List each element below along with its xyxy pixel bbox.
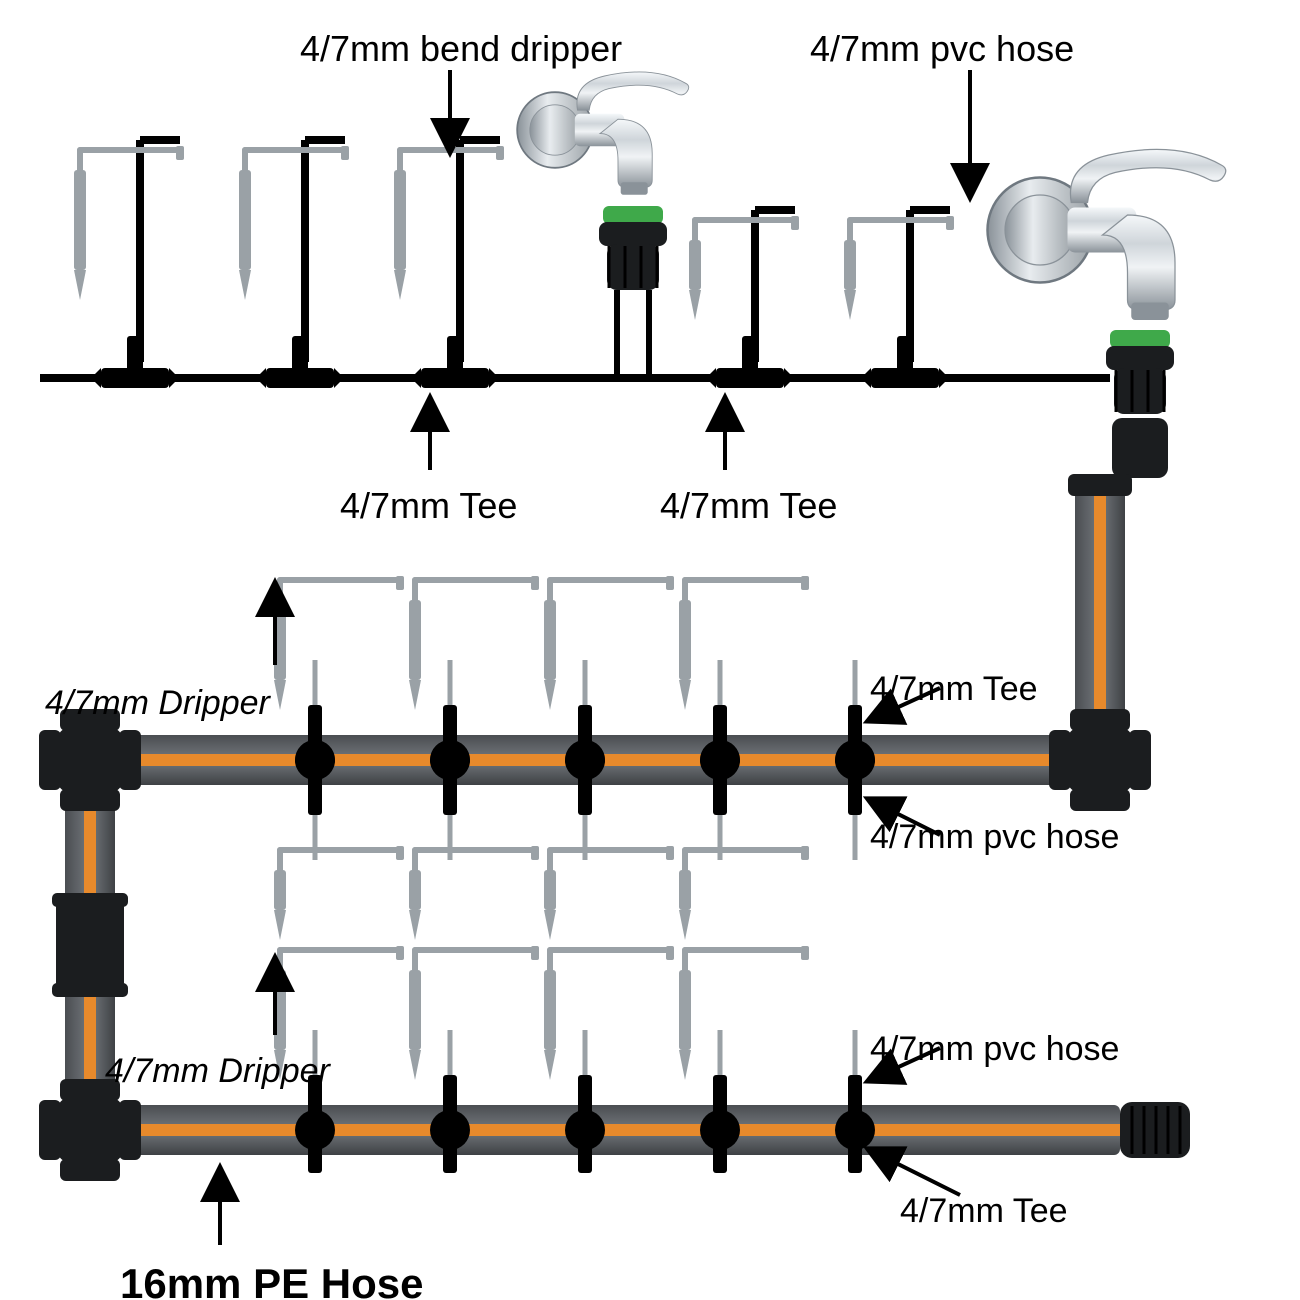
label-pvc-low-r: 4/7mm pvc hose bbox=[870, 1030, 1119, 1069]
label-pvc-mid-r: 4/7mm pvc hose bbox=[870, 818, 1119, 857]
diagram-canvas bbox=[0, 0, 1300, 1300]
label-main-hose: 16mm PE Hose bbox=[120, 1260, 423, 1300]
label-dripper-mid: 4/7mm Dripper bbox=[45, 684, 270, 723]
label-tee-mid-r: 4/7mm Tee bbox=[870, 670, 1038, 709]
label-dripper-low: 4/7mm Dripper bbox=[105, 1052, 330, 1091]
label-tee-left: 4/7mm Tee bbox=[340, 485, 517, 527]
label-pvc-top: 4/7mm pvc hose bbox=[810, 28, 1074, 70]
label-tee-low-r: 4/7mm Tee bbox=[900, 1192, 1068, 1231]
label-tee-right: 4/7mm Tee bbox=[660, 485, 837, 527]
label-bend-dripper: 4/7mm bend dripper bbox=[300, 28, 622, 70]
